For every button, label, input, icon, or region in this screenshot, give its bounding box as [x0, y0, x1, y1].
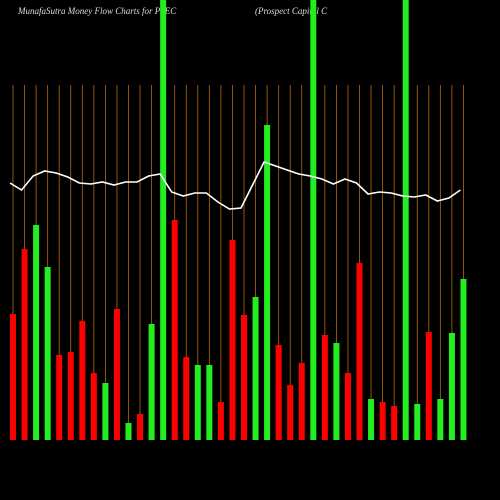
bar [67, 352, 74, 440]
bar [21, 249, 28, 440]
bar [102, 383, 109, 440]
bar [391, 406, 398, 440]
bar [425, 332, 432, 440]
bar [379, 402, 386, 440]
bar [275, 345, 282, 440]
bar [160, 0, 167, 440]
chart-title: MunafaSutra Money Flow Charts for PSEC [17, 6, 177, 16]
bar [287, 385, 294, 440]
bar [79, 321, 86, 440]
bar [356, 263, 363, 440]
bar [321, 335, 328, 440]
bar [183, 357, 190, 440]
money-flow-line [9, 161, 461, 210]
bar [90, 373, 97, 440]
bar [44, 267, 51, 440]
bar [194, 365, 201, 440]
bar [298, 363, 305, 440]
bar [448, 333, 455, 440]
bar [252, 297, 259, 440]
lines [9, 161, 461, 210]
bar [10, 314, 16, 440]
bar [310, 0, 317, 440]
bar [56, 355, 63, 440]
bar [402, 0, 409, 440]
bar [148, 324, 155, 440]
bar [344, 373, 351, 440]
bar [33, 225, 40, 440]
chart-subtitle: (Prospect Capital C [255, 6, 328, 16]
bar [460, 279, 467, 440]
bar [368, 399, 375, 440]
bars [10, 0, 467, 440]
bar [229, 240, 236, 440]
bar [414, 404, 421, 440]
bar [171, 220, 178, 440]
bar [241, 315, 247, 440]
bar [113, 309, 120, 440]
bar [206, 365, 213, 440]
bar [125, 423, 132, 440]
bar [217, 402, 224, 440]
bar [264, 125, 271, 440]
bar [137, 414, 144, 440]
bar [437, 399, 444, 440]
bar [333, 343, 340, 440]
